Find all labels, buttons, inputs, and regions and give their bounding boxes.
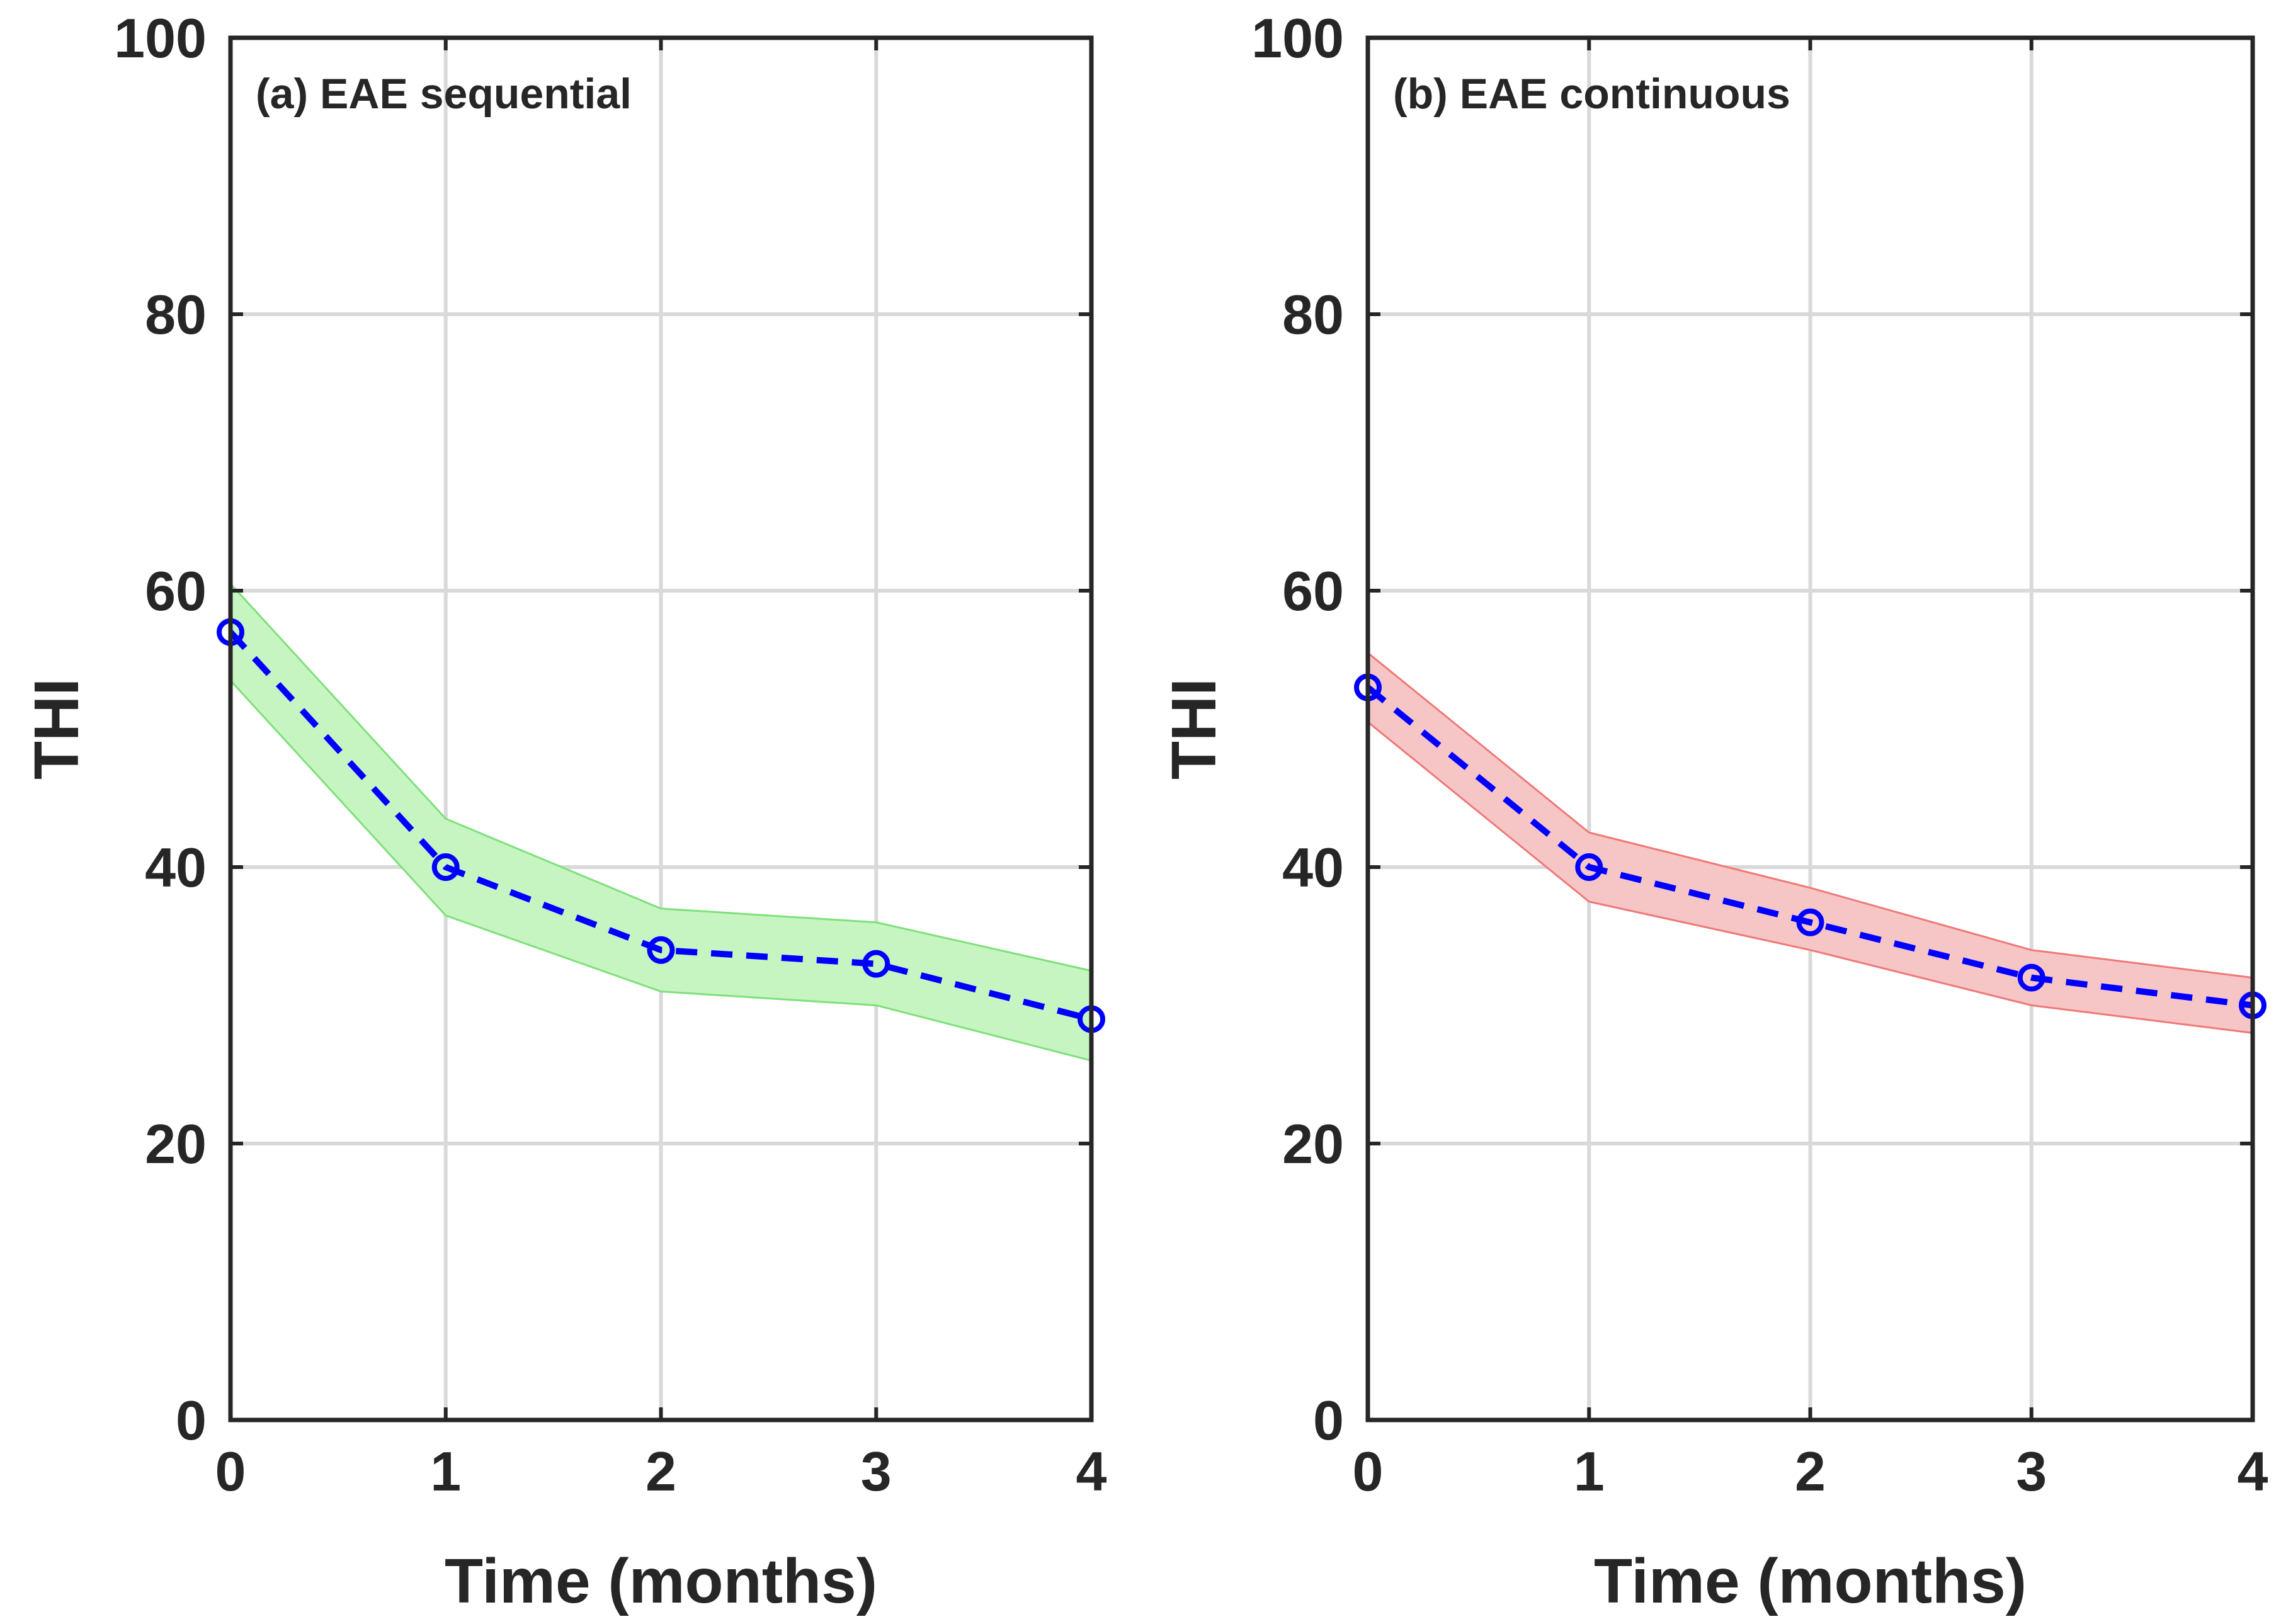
x-axis-label: Time (months) [1594, 1546, 2027, 1616]
panel-title: (a) EAE sequential [256, 70, 632, 118]
x-axis-label: Time (months) [445, 1546, 877, 1616]
axes-frame [1365, 35, 2255, 1422]
series-line [1365, 684, 2253, 1009]
data-point [2017, 963, 2045, 992]
x-tick-label: 2 [1795, 1440, 1826, 1502]
y-axis-label: THI [1159, 678, 1229, 780]
y-tick-label: 80 [145, 283, 207, 346]
y-tick-label: 0 [176, 1389, 207, 1451]
data-point [1575, 853, 1603, 881]
y-tick-label: 100 [114, 7, 207, 69]
grid-lines [1368, 38, 2253, 1420]
x-tick-label: 3 [861, 1440, 892, 1502]
axes-frame [228, 35, 1094, 1422]
x-tick-label: 1 [430, 1440, 461, 1502]
x-tick-label: 4 [2238, 1440, 2268, 1502]
y-tick-label: 100 [1251, 7, 1344, 69]
y-tick-label: 20 [145, 1113, 207, 1175]
x-tick-label: 1 [1574, 1440, 1605, 1502]
data-point [862, 950, 890, 978]
y-tick-label: 60 [1282, 560, 1344, 622]
y-tick-label: 40 [145, 836, 207, 899]
x-tick-label: 0 [215, 1440, 246, 1502]
grid-lines [230, 38, 1091, 1420]
x-tick-label: 0 [1353, 1440, 1384, 1502]
y-tick-label: 40 [1282, 836, 1344, 899]
panel-title: (b) EAE continuous [1393, 70, 1790, 118]
series-line [228, 630, 1093, 1023]
x-tick-label: 4 [1076, 1440, 1107, 1502]
x-tick-label: 3 [2016, 1440, 2047, 1502]
x-tick-label: 2 [646, 1440, 676, 1502]
y-tick-label: 80 [1282, 283, 1344, 346]
data-point [431, 853, 460, 881]
y-axis-label: THI [21, 678, 92, 780]
y-tick-label: 60 [145, 560, 207, 622]
y-tick-label: 0 [1313, 1389, 1344, 1451]
y-tick-label: 20 [1282, 1113, 1344, 1175]
data-point [1796, 908, 1824, 936]
data-point [647, 936, 675, 964]
